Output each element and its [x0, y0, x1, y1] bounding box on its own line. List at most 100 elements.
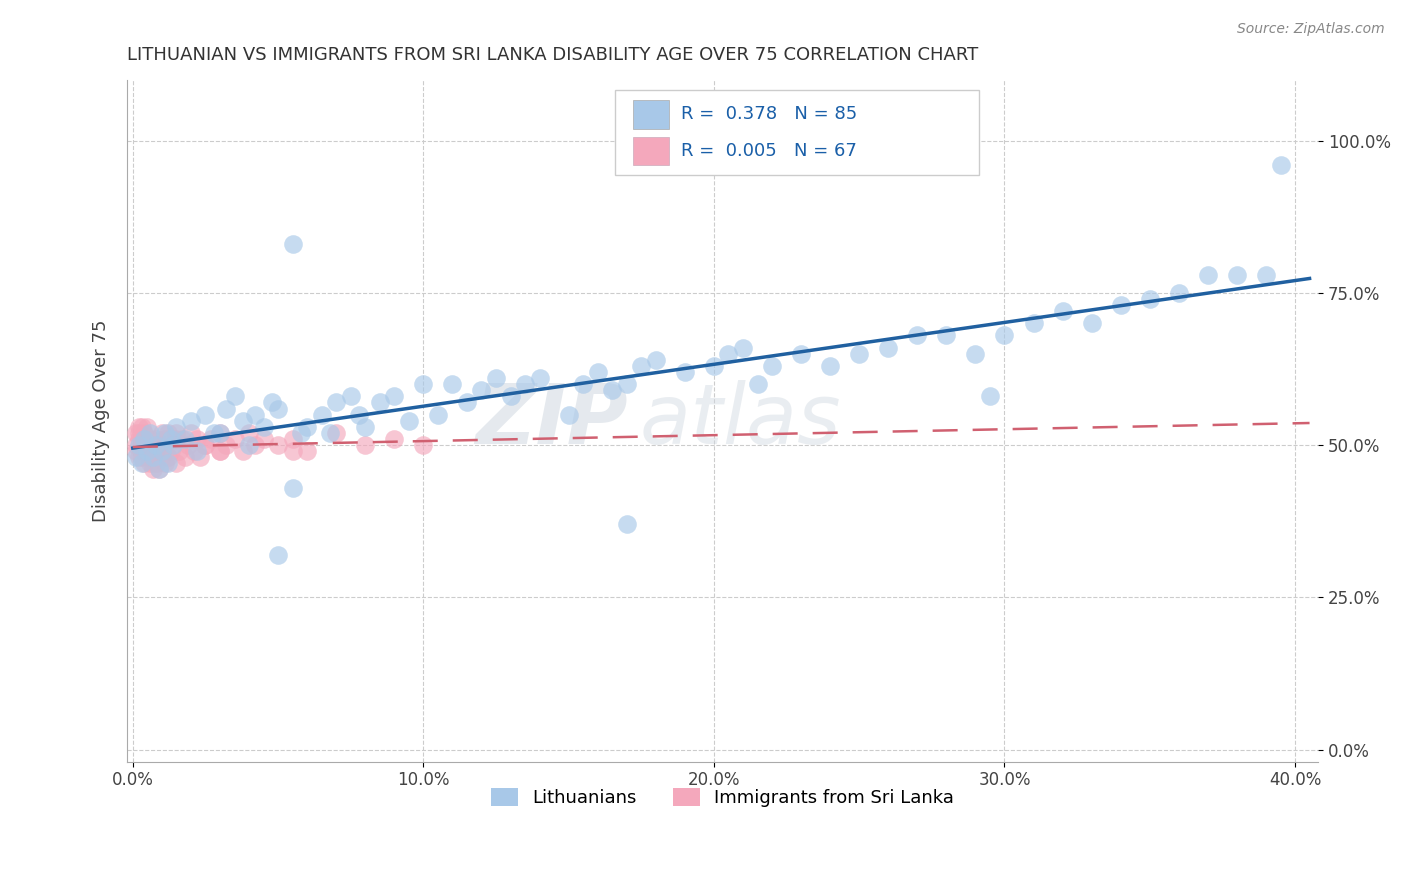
Point	[148, 462, 170, 476]
Point	[128, 450, 150, 465]
Point	[673, 365, 696, 379]
Point	[281, 481, 304, 495]
Point	[224, 432, 246, 446]
Point	[139, 425, 162, 440]
Point	[1139, 292, 1161, 306]
Point	[979, 389, 1001, 403]
Point	[877, 341, 900, 355]
Point	[368, 395, 391, 409]
Point	[295, 444, 318, 458]
Point	[159, 432, 181, 446]
Point	[1109, 298, 1132, 312]
Point	[177, 438, 200, 452]
Point	[616, 517, 638, 532]
Point	[325, 395, 347, 409]
Point	[1270, 158, 1292, 172]
Point	[224, 389, 246, 403]
Point	[1226, 268, 1249, 282]
Point	[125, 450, 148, 465]
Point	[616, 377, 638, 392]
Point	[145, 444, 167, 458]
Point	[215, 438, 238, 452]
Point	[128, 419, 150, 434]
Point	[136, 438, 159, 452]
Point	[153, 432, 176, 446]
Point	[208, 425, 231, 440]
Point	[156, 425, 179, 440]
Point	[252, 432, 274, 446]
Text: LITHUANIAN VS IMMIGRANTS FROM SRI LANKA DISABILITY AGE OVER 75 CORRELATION CHART: LITHUANIAN VS IMMIGRANTS FROM SRI LANKA …	[127, 46, 979, 64]
Point	[456, 395, 478, 409]
Point	[325, 425, 347, 440]
Point	[142, 450, 165, 465]
Point	[183, 444, 205, 458]
Point	[134, 425, 156, 440]
Point	[186, 444, 208, 458]
Point	[128, 425, 150, 440]
Point	[513, 377, 536, 392]
Point	[267, 401, 290, 416]
Point	[1080, 316, 1102, 330]
Point	[150, 450, 173, 465]
Point	[200, 432, 222, 446]
Point	[131, 419, 153, 434]
Legend: Lithuanians, Immigrants from Sri Lanka: Lithuanians, Immigrants from Sri Lanka	[484, 780, 962, 814]
Point	[202, 425, 225, 440]
Point	[243, 408, 266, 422]
Point	[993, 328, 1015, 343]
Point	[644, 352, 666, 367]
Point	[311, 408, 333, 422]
Point	[150, 444, 173, 458]
Point	[194, 408, 217, 422]
Point	[180, 414, 202, 428]
Point	[148, 462, 170, 476]
FancyBboxPatch shape	[616, 90, 979, 175]
FancyBboxPatch shape	[633, 100, 669, 128]
Point	[354, 419, 377, 434]
Point	[935, 328, 957, 343]
Point	[281, 444, 304, 458]
Point	[1052, 304, 1074, 318]
Point	[398, 414, 420, 428]
Point	[717, 347, 740, 361]
Point	[1254, 268, 1277, 282]
Point	[139, 444, 162, 458]
Point	[165, 419, 187, 434]
Point	[145, 438, 167, 452]
Point	[1022, 316, 1045, 330]
Point	[267, 548, 290, 562]
Point	[232, 444, 254, 458]
Point	[441, 377, 464, 392]
Point	[215, 401, 238, 416]
Point	[252, 419, 274, 434]
Point	[169, 444, 191, 458]
Point	[232, 414, 254, 428]
Point	[572, 377, 595, 392]
Point	[1167, 285, 1189, 300]
Point	[349, 408, 371, 422]
Point	[412, 438, 434, 452]
Point	[290, 425, 312, 440]
Point	[238, 438, 260, 452]
Point	[134, 456, 156, 470]
Point	[731, 341, 754, 355]
Point	[186, 432, 208, 446]
Point	[153, 456, 176, 470]
Point	[142, 438, 165, 452]
Point	[905, 328, 928, 343]
Point	[136, 444, 159, 458]
Point	[125, 438, 148, 452]
Text: R =  0.378   N = 85: R = 0.378 N = 85	[681, 105, 858, 123]
Point	[499, 389, 522, 403]
Point	[180, 425, 202, 440]
Point	[281, 432, 304, 446]
Point	[600, 384, 623, 398]
Point	[586, 365, 609, 379]
Point	[131, 456, 153, 470]
Point	[208, 425, 231, 440]
Point	[153, 425, 176, 440]
Point	[295, 419, 318, 434]
Point	[382, 432, 405, 446]
Point	[134, 432, 156, 446]
Point	[426, 408, 449, 422]
